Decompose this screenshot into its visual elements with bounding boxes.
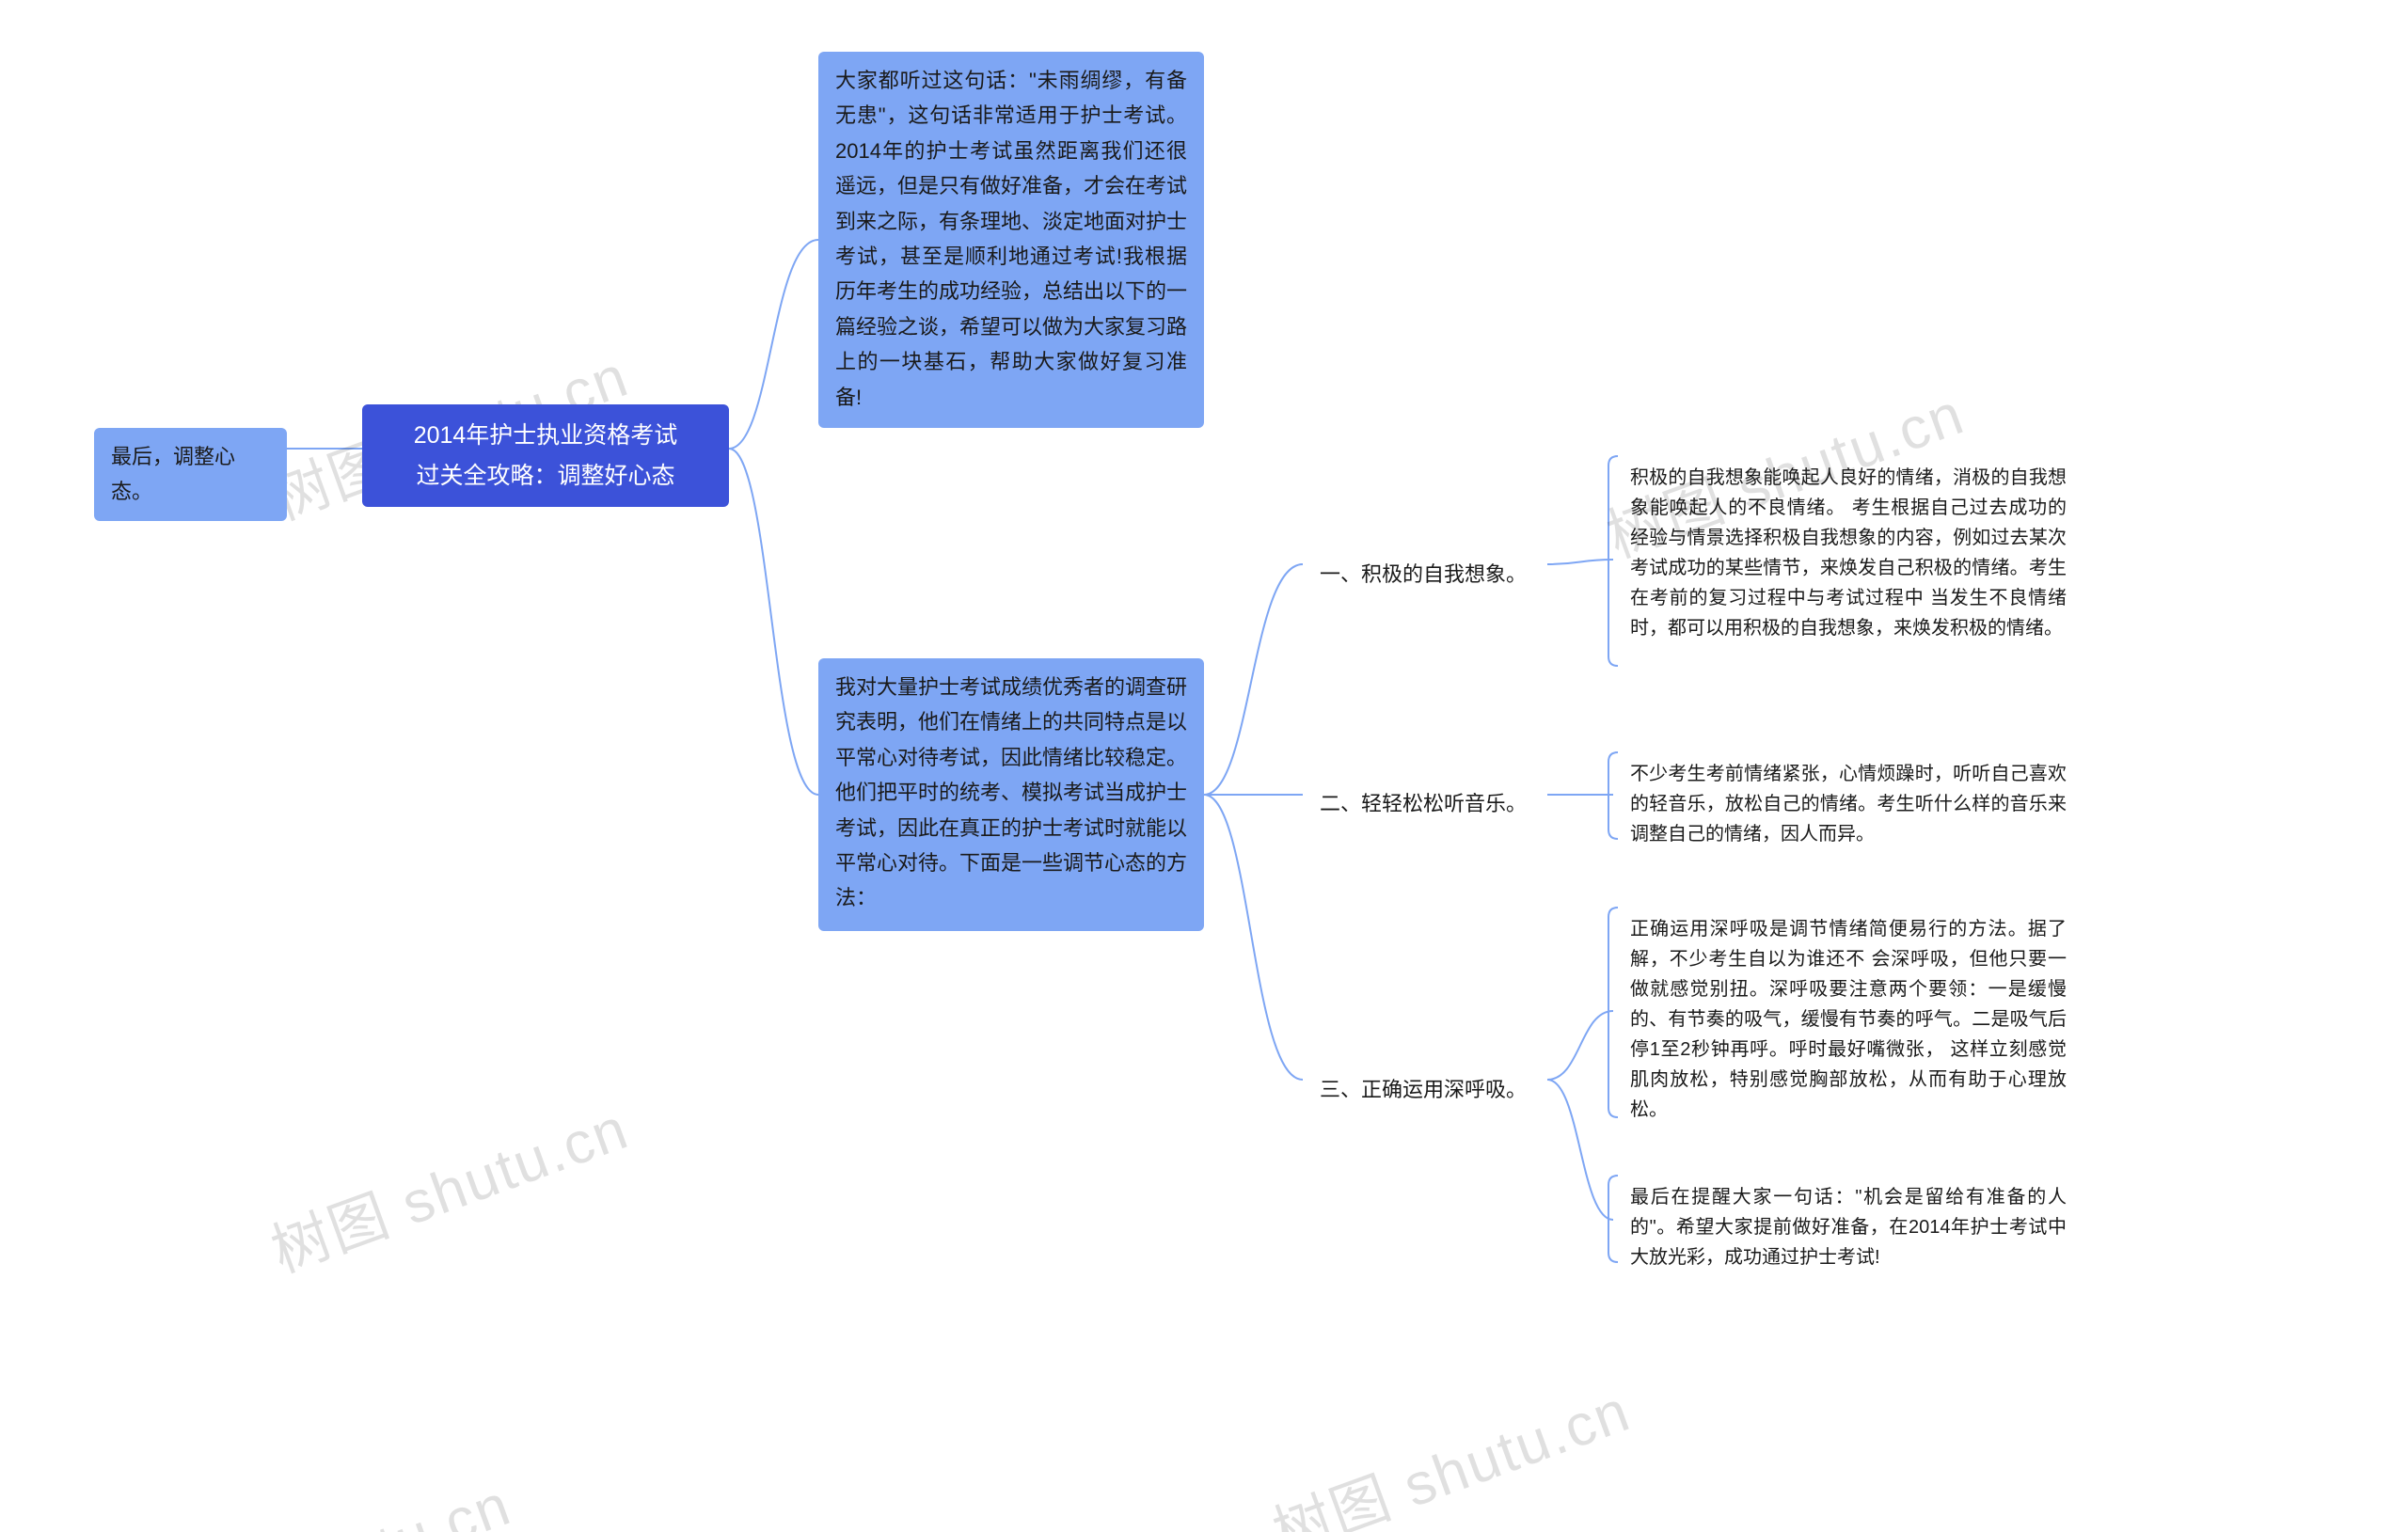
watermark: 树图 shutu.cn (1259, 1363, 1640, 1532)
leaf-text-node: 正确运用深呼吸是调节情绪简便易行的方法。据了解，不少考生自以为谁还不 会深呼吸，… (1613, 903, 2083, 1136)
leaf-text-node: 最后在提醒大家一句话："机会是留给有准备的人的"。希望大家提前做好准备，在201… (1613, 1171, 2083, 1284)
methods-intro-text: 我对大量护士考试成绩优秀者的调查研究表明，他们在情绪上的共同特点是以平常心对待考… (835, 675, 1187, 909)
leaf-text-node: 积极的自我想象能唤起人良好的情绪，消极的自我想象能唤起人的不良情绪。 考生根据自… (1613, 451, 2083, 668)
root-node: 2014年护士执业资格考试 过关全攻略：调整好心态 (362, 404, 729, 507)
watermark: 树图 shutu.cn (258, 1081, 638, 1288)
sub-title-node: 三、正确运用深呼吸。 (1303, 1061, 1547, 1118)
root-line2: 过关全攻略：调整好心态 (379, 456, 712, 497)
left-leaf-node: 最后，调整心态。 (94, 428, 287, 521)
intro-paragraph-text: 大家都听过这句话："未雨绸缪，有备无患"，这句话非常适用于护士考试。2014年的… (835, 69, 1187, 409)
sub-title-node: 二、轻轻松松听音乐。 (1303, 775, 1547, 832)
leaf-text-node: 不少考生考前情绪紧张，心情烦躁时，听听自己喜欢的轻音乐，放松自己的情绪。考生听什… (1613, 748, 2083, 861)
intro-paragraph-node: 大家都听过这句话："未雨绸缪，有备无患"，这句话非常适用于护士考试。2014年的… (818, 52, 1204, 428)
sub-title-node: 一、积极的自我想象。 (1303, 545, 1547, 603)
watermark: 树图 shutu.cn (140, 1457, 520, 1532)
methods-intro-node: 我对大量护士考试成绩优秀者的调查研究表明，他们在情绪上的共同特点是以平常心对待考… (818, 658, 1204, 931)
mindmap-canvas: 树图 shutu.cn树图 shutu.cn树图 shutu.cn树图 shut… (0, 0, 2408, 1532)
left-leaf-text: 最后，调整心态。 (111, 445, 235, 503)
root-line1: 2014年护士执业资格考试 (379, 416, 712, 456)
